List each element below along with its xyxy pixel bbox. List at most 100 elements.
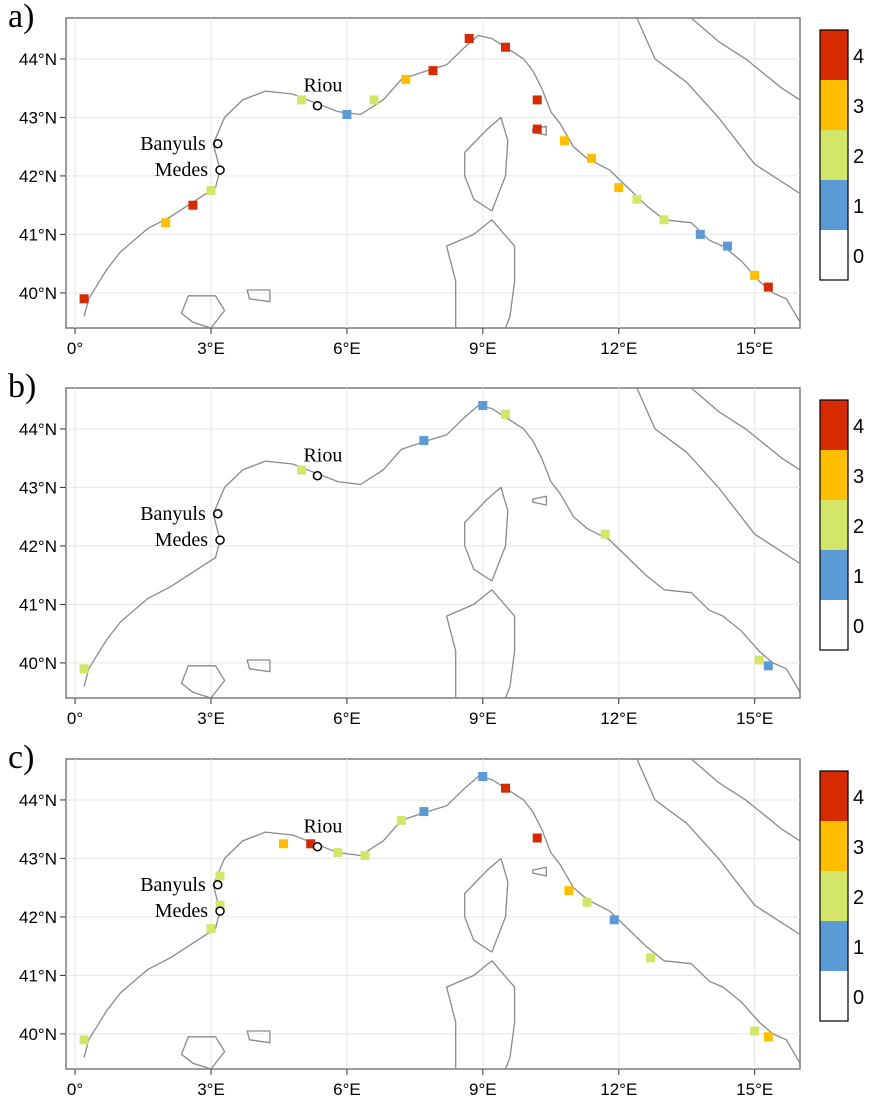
coast-segment — [587, 153, 597, 163]
coast-segment — [188, 200, 198, 210]
coast-segment — [333, 848, 343, 858]
site-label: Riou — [303, 75, 342, 97]
coast-segment — [763, 1032, 773, 1042]
colorbar-swatch — [820, 550, 848, 600]
site-marker — [215, 165, 225, 175]
x-tick-label: 15°E — [736, 1080, 773, 1099]
coast-segment — [396, 815, 406, 825]
x-tick-label: 12°E — [600, 709, 637, 728]
coast-segment — [564, 886, 574, 896]
coast-segment — [79, 294, 89, 304]
coastline-sardinia — [445, 589, 516, 699]
map-figure: Riou Banyuls Medes 0° 3°E 6°E 9°E 12°E 15°E 40°N 4… — [19, 387, 864, 728]
site-marker — [312, 841, 323, 852]
x-tick-label: 0° — [67, 339, 83, 358]
x-tick-label: 6°E — [333, 339, 361, 358]
coast-segment — [763, 282, 773, 292]
site-marker — [215, 535, 225, 545]
y-tick-label: 40°N — [19, 284, 57, 303]
coast-segment — [723, 241, 732, 251]
x-tick-label: 3°E — [197, 709, 225, 728]
y-tick-label: 40°N — [19, 1025, 57, 1044]
colorbar-label: 1 — [853, 937, 864, 959]
site-label: Riou — [303, 816, 342, 838]
site-label: Riou — [303, 445, 342, 467]
coast-segment — [342, 110, 352, 119]
y-tick-label: 44°N — [19, 50, 57, 69]
colorbar-swatch — [820, 971, 848, 1021]
coast-segment — [428, 66, 438, 76]
coastline-balkan — [690, 758, 801, 842]
coastline-balkan — [690, 17, 801, 101]
coastlines — [83, 17, 801, 329]
coast-segment — [659, 215, 669, 225]
map-figure: Riou Banyuls Medes 0° 3°E 6°E 9°E 12°E 15°E 40°N 4… — [19, 758, 864, 1099]
colorbar-swatch — [820, 771, 848, 821]
colorbar-swatch — [820, 821, 848, 871]
colorbar-label: 4 — [853, 46, 864, 68]
colorbar-label: 0 — [853, 616, 864, 638]
coast-segment — [297, 465, 307, 475]
coastline-mainland — [83, 404, 801, 693]
coastline-adriatic — [636, 17, 801, 195]
colorbar-swatch — [820, 871, 848, 921]
y-tick-label: 42°N — [19, 537, 57, 556]
coast-segment — [600, 529, 610, 539]
x-tick-label: 0° — [67, 709, 83, 728]
coast-segment — [478, 772, 488, 781]
coast-segment — [360, 851, 370, 860]
colorbar-label: 3 — [853, 466, 864, 488]
x-tick-label: 3°E — [197, 339, 225, 358]
y-tick-label: 41°N — [19, 225, 57, 244]
coastline-mainland — [83, 775, 801, 1064]
coast-segment — [582, 897, 592, 907]
site-marker — [213, 139, 223, 149]
panel-letter: a) — [8, 0, 35, 35]
colorbar-swatch — [820, 80, 848, 130]
y-tick-label: 40°N — [19, 654, 57, 673]
colorbar-label: 4 — [853, 416, 864, 438]
colorbar-label: 4 — [853, 787, 864, 809]
coastline-menorca — [246, 1030, 271, 1044]
coast-segment — [614, 183, 624, 193]
site-marker — [215, 906, 225, 916]
panel-letter: b) — [8, 368, 37, 405]
coast-segment — [161, 218, 171, 228]
coastline-elba — [532, 495, 547, 506]
site-marker — [213, 509, 223, 519]
coast-segment — [215, 900, 225, 910]
colorbar-swatch — [820, 130, 848, 180]
colorbar-swatch — [820, 400, 848, 450]
site-label: Medes — [155, 529, 209, 551]
coast-segment — [754, 655, 764, 665]
site-label: Medes — [155, 159, 209, 181]
coast-segment — [369, 95, 379, 105]
map-panel-c: Riou Banyuls Medes 0° 3°E 6°E 9°E 12°E 15°E 40°N 4… — [0, 739, 869, 1109]
coast-segment — [501, 783, 510, 793]
colorbar-label: 3 — [853, 96, 864, 118]
colorbar-frame — [819, 29, 849, 281]
coastline-sardinia — [445, 960, 516, 1070]
coast-segment — [559, 136, 569, 146]
coast-segment — [532, 124, 542, 134]
y-tick-label: 41°N — [19, 966, 57, 985]
coastline-adriatic — [636, 758, 801, 936]
colorbar-swatch — [820, 921, 848, 971]
panel-letter: c) — [8, 739, 35, 776]
x-tick-label: 0° — [67, 1080, 83, 1099]
coast-segment — [206, 186, 216, 195]
coastline-adriatic — [636, 387, 801, 565]
coast-segment — [306, 839, 316, 849]
coast-segment — [206, 924, 216, 934]
coast-segment — [646, 953, 655, 963]
colorbar-label: 2 — [853, 516, 864, 538]
y-tick-label: 42°N — [19, 908, 57, 927]
site-label: Banyuls — [140, 133, 206, 155]
coastline-sardinia — [445, 219, 516, 329]
site-marker — [312, 100, 323, 111]
coast-segment — [501, 409, 510, 419]
y-tick-label: 44°N — [19, 791, 57, 810]
x-tick-label: 9°E — [469, 709, 497, 728]
coastline-balkan — [690, 387, 801, 471]
y-tick-label: 44°N — [19, 420, 57, 439]
